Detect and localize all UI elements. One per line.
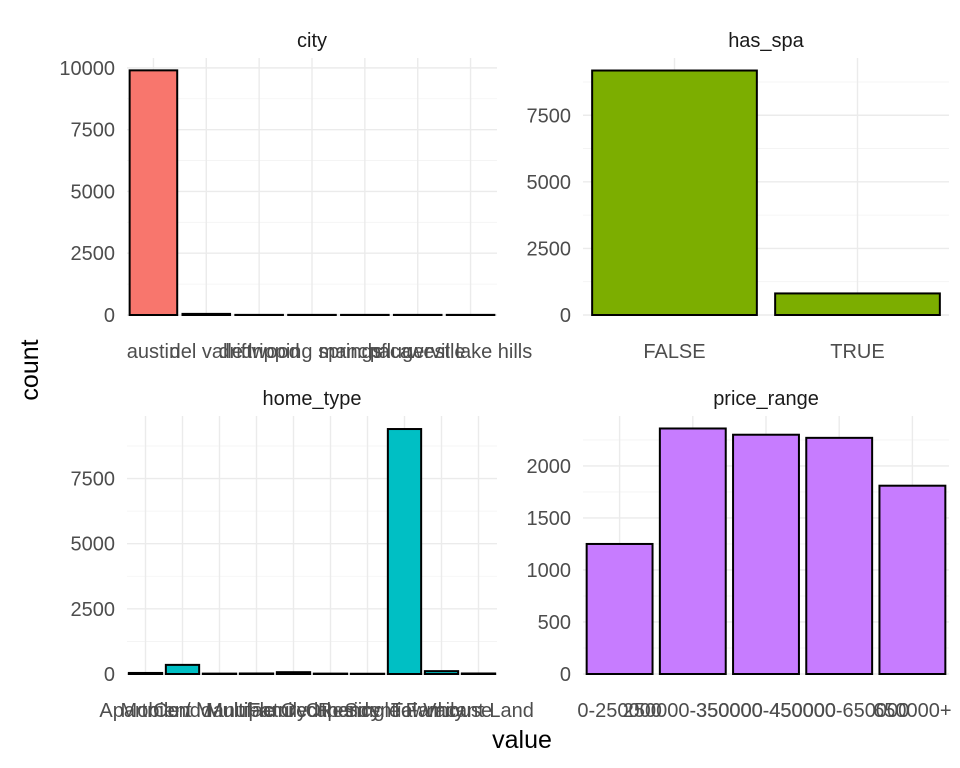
x-tick-label: FALSE [643,341,705,363]
x-tick-label: Condo [153,700,212,722]
x-tick-label: 250000-350000 [623,700,763,722]
x-tick-label: Multiple Occupancy [206,700,381,722]
bar-townhouse [423,670,460,676]
y-tick-label: 2500 [71,243,116,265]
x-tick-label: 650000+ [873,700,951,722]
x-tick-label: Other [305,700,355,722]
y-tick-label: 5000 [527,172,572,194]
bar-false [591,69,758,316]
y-tick-label: 2500 [71,599,116,621]
bar-vacant-land [460,672,497,675]
x-tick-label: TRUE [830,341,884,363]
y-tick-label: 2000 [527,456,572,478]
y-tick-label: 0 [560,305,571,327]
x-tick-label: 350000-450000 [696,700,836,722]
x-tick-label: 0-250000 [577,700,662,722]
facet-strip-title: has_spa [728,30,804,52]
bar-true [774,292,941,316]
x-tick-label: Vacant Land [423,700,534,722]
y-tick-label: 10000 [59,58,115,80]
bar-450000-650000 [805,436,874,675]
x-tick-label: MultiFamily [206,700,307,722]
bar-single-family [386,428,423,675]
y-tick-label: 2500 [527,238,572,260]
bar-multiple-occupancy [275,671,312,676]
bar-650000- [878,484,947,675]
bar-250000-350000 [658,427,727,675]
y-tick-label: 7500 [71,120,116,142]
facet-strip-title: price_range [713,388,819,410]
x-tick-label: del valle [170,341,243,363]
bar-apartment [127,671,164,676]
x-tick-label: dripping springs [241,341,382,363]
y-tick-label: 7500 [71,469,116,491]
facet-strip-title: home_type [263,388,362,410]
y-tick-label: 0 [560,664,571,686]
x-tick-label: pflugerville [370,341,466,363]
x-tick-label: Residential [318,700,417,722]
y-tick-label: 1000 [527,560,572,582]
x-tick-label: Single Family [344,700,464,722]
x-tick-label: driftwood [219,341,300,363]
bar-350000-450000 [732,433,800,675]
bar-austin [128,69,179,316]
x-tick-label: 450000-650000 [769,700,909,722]
y-tick-label: 0 [104,664,115,686]
bar-multifamily [238,672,275,675]
x-tick-label: Apartment [99,700,192,722]
x-tick-label: austin [127,341,180,363]
facet-strip-title: city [297,30,327,52]
y-tick-label: 7500 [527,105,572,127]
bar-0-250000 [585,542,654,675]
x-tick-label: Townhouse [391,700,492,722]
facet-panel-has-spa: 0 2500 5000 7500 FALSE TRUE has_spa [527,30,949,363]
bar-del-valle [181,312,232,316]
x-tick-label: manchaca [319,341,412,363]
bar-condo [164,663,201,675]
y-tick-label: 5000 [71,534,116,556]
y-axis-title: count [16,339,44,400]
facet-panel-price-range: 0 500 1000 1500 2000 0-250000250000-350000350… [527,388,952,722]
y-tick-label: 0 [104,305,115,327]
x-tick-label: Mobile / Manufactured [121,700,319,722]
x-tick-label: west lake hills [408,341,532,363]
y-tick-label: 500 [538,612,571,634]
x-axis-title: value [492,726,552,754]
y-tick-label: 5000 [71,181,116,203]
y-tick-label: 1500 [527,508,572,530]
